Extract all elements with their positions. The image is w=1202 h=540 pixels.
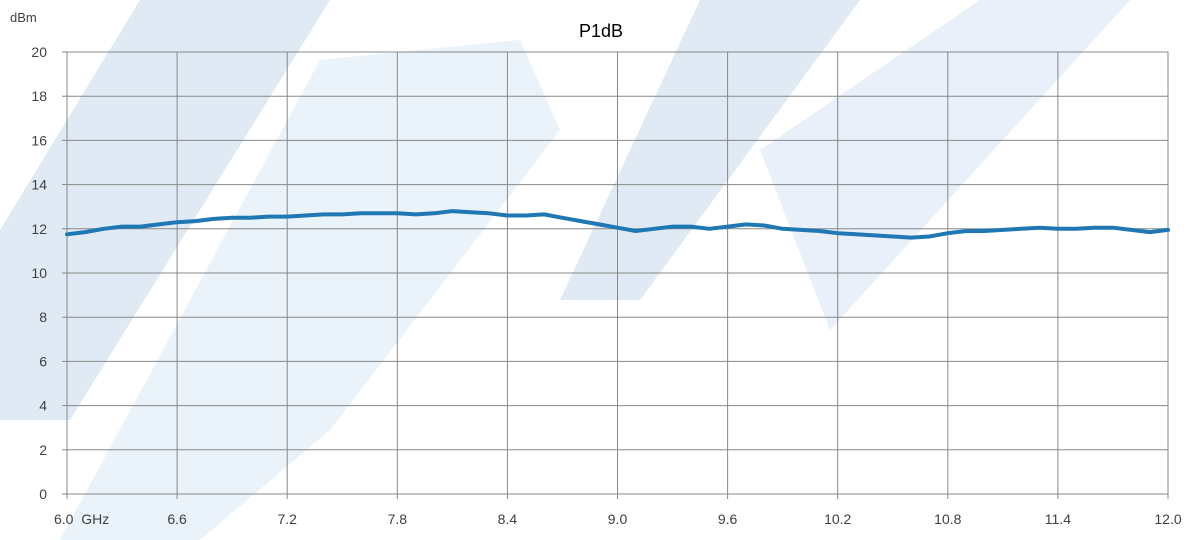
- grid-lines: [67, 52, 1168, 494]
- y-tick-label: 6: [39, 353, 47, 369]
- chart-title: P1dB: [579, 21, 623, 41]
- x-tick-label: 10.8: [934, 511, 961, 527]
- x-tick-label: 7.8: [388, 511, 408, 527]
- y-tick-label: 12: [31, 221, 47, 237]
- y-tick-label: 20: [31, 44, 47, 60]
- y-tick-label: 4: [39, 398, 47, 414]
- x-tick-label: 10.2: [824, 511, 851, 527]
- x-tick-label: 11.4: [1045, 511, 1071, 527]
- x-axis-ticks: 6.0 GHz 6.6 7.2 7.8 8.4 9.0 9.6 10.2 10.8 11.4 12.…: [54, 494, 1182, 527]
- x-tick-label: 6.6: [167, 511, 187, 527]
- series-group: [65, 209, 1170, 240]
- y-tick-label: 8: [39, 309, 47, 325]
- watermark-logo: [0, 0, 1130, 540]
- y-tick-label: 10: [31, 265, 47, 281]
- x-tick-label: 6.0 GHz: [54, 511, 109, 527]
- x-tick-label: 12.0: [1154, 511, 1181, 527]
- y-tick-label: 16: [31, 132, 47, 148]
- x-tick-label: 9.6: [718, 511, 738, 527]
- x-tick-label: 7.2: [277, 511, 297, 527]
- y-tick-label: 2: [39, 442, 47, 458]
- y-axis-label: dBm: [10, 10, 37, 25]
- x-tick-label: 9.0: [608, 511, 628, 527]
- y-tick-label: 14: [31, 177, 47, 193]
- y-axis-ticks: 0 2 4 6 8 10 12 14 16 18 20: [31, 44, 67, 502]
- x-tick-label: 8.4: [498, 511, 518, 527]
- series-line-0: [65, 209, 1170, 240]
- y-tick-label: 18: [31, 88, 47, 104]
- y-tick-label: 0: [39, 486, 47, 502]
